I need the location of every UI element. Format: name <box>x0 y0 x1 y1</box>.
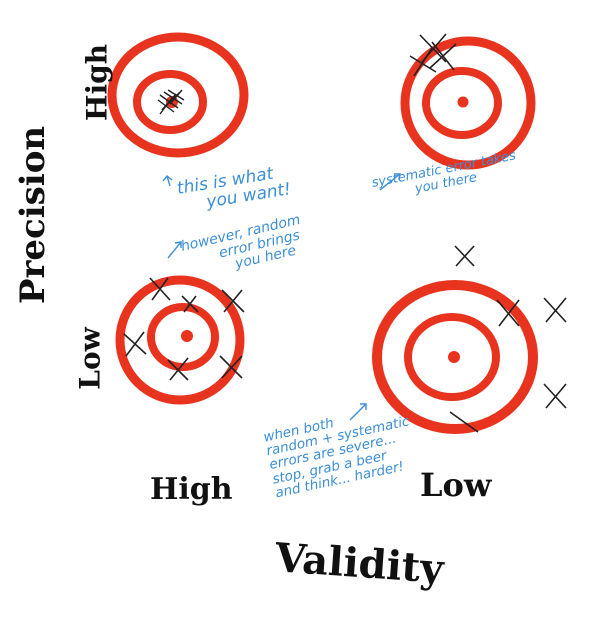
hit-marks-cluster <box>157 89 185 115</box>
bullseye-dot <box>457 96 469 108</box>
arrow-bottom-left <box>167 241 182 259</box>
bullseye-dot <box>448 351 460 363</box>
hit-marks-cluster <box>409 33 457 77</box>
x-label-high: High <box>150 472 233 507</box>
arrow-bottom-right <box>349 403 367 421</box>
arrow-top-left <box>162 175 173 187</box>
annotation-arrows <box>162 173 401 421</box>
target-high-precision-high-validity <box>107 32 249 158</box>
hit-marks-scattered <box>449 245 567 433</box>
y-label-low: Low <box>73 327 107 390</box>
bullseye-dot <box>181 330 193 342</box>
y-axis-title: Precision <box>13 125 53 305</box>
target-high-precision-low-validity <box>400 33 536 170</box>
y-label-high: High <box>80 43 114 122</box>
x-label-low: Low <box>420 466 492 504</box>
hit-marks-scattered <box>123 277 245 381</box>
target-low-precision-high-validity <box>115 275 245 405</box>
arrow-top-right <box>379 173 401 191</box>
target-low-precision-low-validity <box>372 245 567 434</box>
